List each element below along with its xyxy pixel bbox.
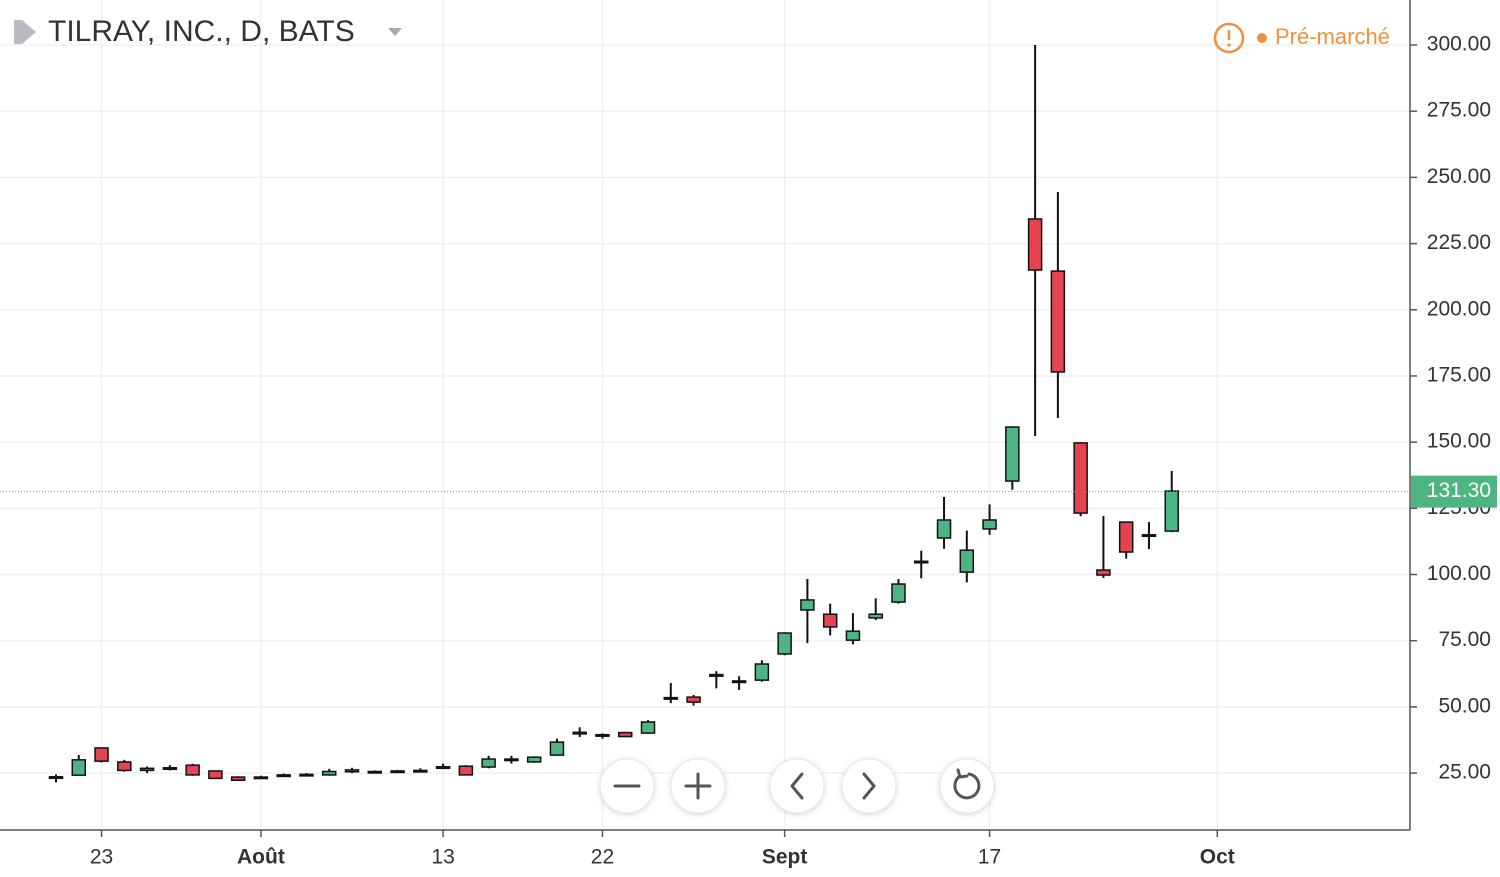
candle-body <box>117 761 132 772</box>
candle-body <box>982 519 997 530</box>
candle-body <box>754 663 770 681</box>
x-tick-label: Oct <box>1200 846 1235 869</box>
scroll-left-button[interactable] <box>769 758 825 814</box>
y-tick-label: 300.00 <box>1427 33 1491 56</box>
candle-body <box>663 696 679 700</box>
candle-body <box>549 741 565 756</box>
symbol-flag[interactable] <box>14 20 36 44</box>
y-tick-label: 200.00 <box>1427 297 1491 320</box>
candle-body <box>94 747 109 762</box>
x-tick-label: Sept <box>762 846 808 869</box>
candle-body <box>48 776 64 780</box>
candle-body <box>1050 270 1066 373</box>
zoom-out-button[interactable] <box>599 758 655 814</box>
candle-body <box>458 765 474 776</box>
x-tick-label: 22 <box>591 846 614 869</box>
candle-body <box>1027 218 1043 271</box>
y-tick-label: 275.00 <box>1427 99 1491 122</box>
candle-body <box>390 770 405 774</box>
y-tick-label: 25.00 <box>1438 761 1491 784</box>
y-tick-label: 175.00 <box>1427 363 1491 386</box>
x-tick-label: 13 <box>431 846 454 869</box>
y-tick-label: 250.00 <box>1427 165 1491 188</box>
candle-body <box>640 721 656 734</box>
candle-body <box>367 770 383 774</box>
candle-body <box>435 765 451 770</box>
candle-body <box>618 731 633 738</box>
candle-body <box>1073 442 1088 514</box>
candle-body <box>936 519 952 539</box>
candle-body <box>185 764 200 776</box>
candle-body <box>959 549 975 573</box>
axes: 25.0050.0075.00100.00125.00150.00175.002… <box>90 33 1497 869</box>
candle-body <box>253 776 269 780</box>
chart-title: TILRAY, INC., D, BATS <box>48 15 355 48</box>
candle-body <box>321 770 337 776</box>
candles <box>0 45 1410 783</box>
candle-body <box>1164 490 1179 532</box>
warning-icon[interactable] <box>1213 22 1245 54</box>
grid <box>0 0 1410 830</box>
candle-body <box>276 774 291 778</box>
zoom-in-button[interactable] <box>670 758 726 814</box>
candle-body <box>71 759 87 776</box>
candle-body <box>914 560 929 564</box>
y-tick-label: 100.00 <box>1427 562 1491 585</box>
y-tick-label: 225.00 <box>1427 231 1491 254</box>
candle-body <box>208 770 223 780</box>
y-tick-label: 50.00 <box>1438 694 1491 717</box>
candle-body <box>800 599 815 611</box>
candle-body <box>139 767 155 772</box>
last-price-tag <box>1411 475 1497 508</box>
candle-body <box>413 769 428 773</box>
candle-body <box>686 696 701 703</box>
candle-body <box>595 733 610 737</box>
warning-icon-dot <box>1227 43 1231 47</box>
status-label: Pré-marché <box>1275 24 1390 49</box>
candle-body <box>1141 534 1157 538</box>
candle-body <box>891 583 906 603</box>
status-dot <box>1257 33 1267 43</box>
candle-body <box>481 758 496 768</box>
candle-body <box>344 769 360 773</box>
candle-body <box>822 613 838 628</box>
last-price-label: 131.30 <box>1427 479 1491 502</box>
candle-body <box>1096 569 1111 576</box>
candle-body <box>230 776 246 781</box>
candle-body <box>868 613 883 619</box>
candle-body <box>572 731 587 735</box>
scroll-right-button[interactable] <box>841 758 897 814</box>
candle-body <box>709 673 724 677</box>
x-tick-label: 23 <box>90 846 113 869</box>
candle-body <box>162 767 178 771</box>
candle-body <box>731 680 747 684</box>
candle-body <box>299 773 314 777</box>
candle-body <box>1005 426 1020 482</box>
candle-body <box>1118 521 1134 553</box>
candle-body <box>777 632 792 655</box>
x-tick-label: Août <box>237 846 285 869</box>
market-status: Pré-marché <box>1213 22 1390 54</box>
y-tick-label: 75.00 <box>1438 628 1491 651</box>
y-tick-label: 150.00 <box>1427 430 1491 453</box>
candle-body <box>526 756 542 763</box>
x-tick-label: 17 <box>978 846 1001 869</box>
reset-button[interactable] <box>939 758 995 814</box>
candle-body <box>845 630 861 641</box>
candle-body <box>504 758 519 762</box>
title-dropdown[interactable] <box>388 28 402 36</box>
